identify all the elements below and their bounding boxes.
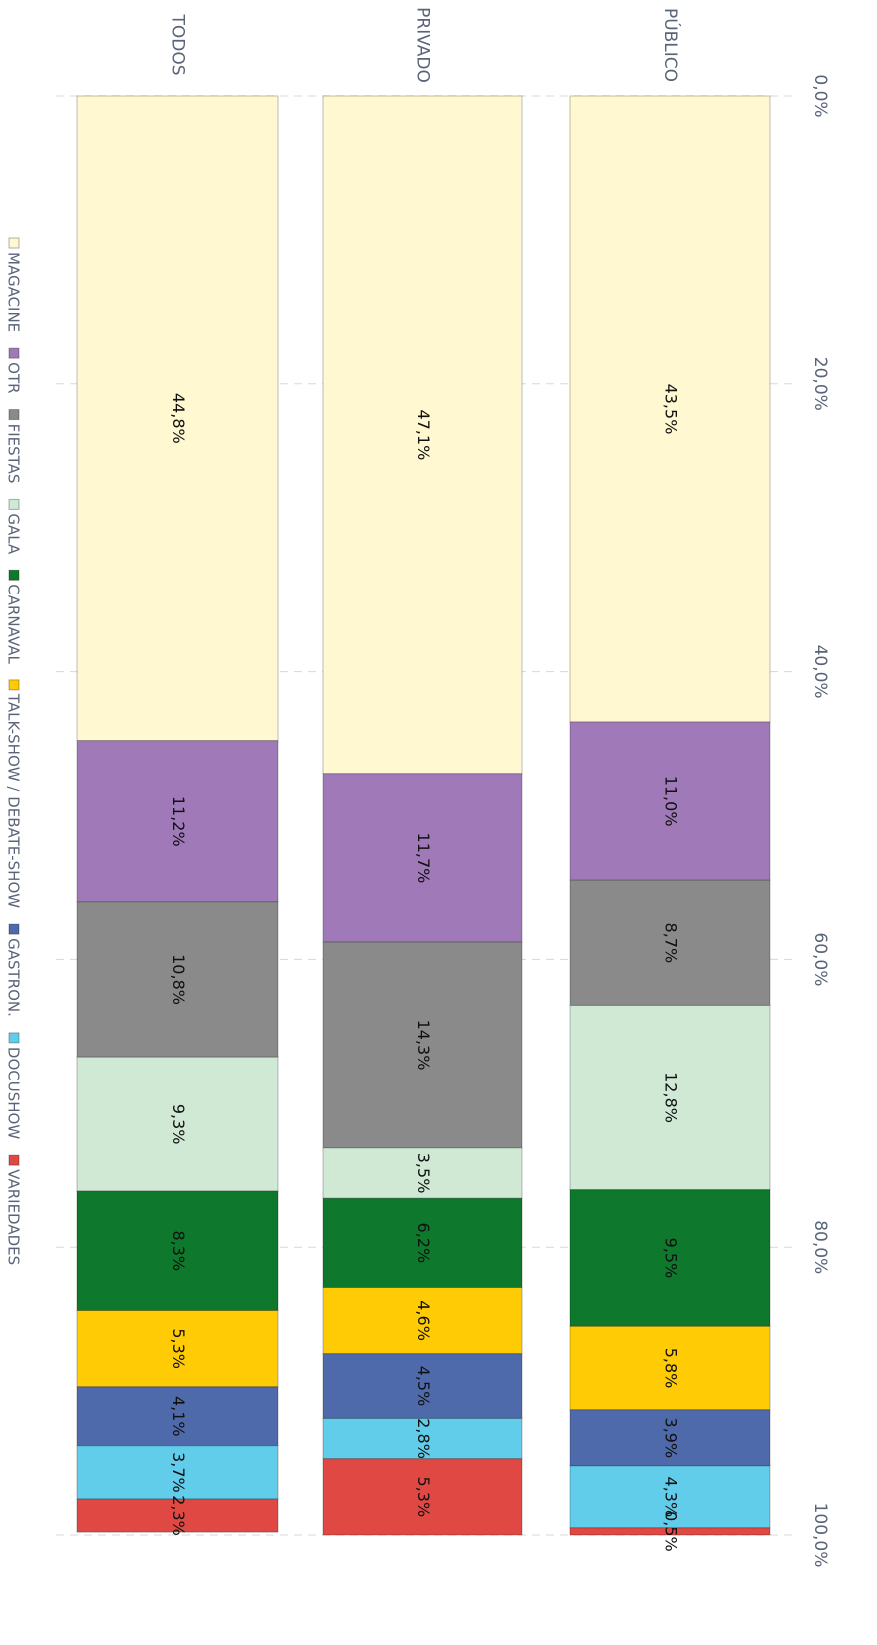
category-label: PRIVADO <box>413 7 433 83</box>
legend-swatch <box>8 347 20 359</box>
x-tick-label: 100,0% <box>810 1503 830 1568</box>
data-label: 9,5% <box>662 1238 681 1279</box>
legend-swatch <box>8 569 20 581</box>
legend-swatch <box>8 409 20 421</box>
data-label: 3,7% <box>169 1452 188 1493</box>
data-label: 47,1% <box>414 409 433 460</box>
legend-label: GASTRON. <box>5 938 23 1017</box>
legend-label: VARIEDADES <box>5 1169 23 1265</box>
data-label: 4,6% <box>414 1300 433 1341</box>
legend-label: MAGACINE <box>5 252 23 332</box>
plot-area: 0,0% 20,0% 40,0% 60,0% 80,0% 100,0% PÚBLICO 43,… <box>5 7 831 1567</box>
category-label: PÚBLICO <box>660 8 682 82</box>
data-label: 11,7% <box>414 833 433 884</box>
data-label: 2,8% <box>414 1418 433 1459</box>
data-label: 0,5% <box>662 1511 681 1552</box>
data-label: 2,3% <box>169 1495 188 1536</box>
data-label: 3,5% <box>414 1153 433 1194</box>
legend-swatch <box>8 237 20 249</box>
bar-segment <box>322 1286 523 1355</box>
legend-swatch <box>8 1032 20 1044</box>
data-label: 11,0% <box>662 776 681 827</box>
data-label: 14,3% <box>414 1020 433 1071</box>
legend-swatch <box>8 498 20 510</box>
data-label: 9,3% <box>169 1104 188 1145</box>
data-label: 4,3% <box>662 1477 681 1518</box>
bar-segment <box>322 773 523 943</box>
legend-label: GALA <box>5 513 23 555</box>
bar-segment <box>76 740 279 903</box>
legend-swatch <box>8 923 20 935</box>
legend-label: CARNAVAL <box>5 584 23 664</box>
data-label: 10,8% <box>169 954 188 1005</box>
data-label: 5,3% <box>414 1477 433 1518</box>
x-tick-label: 40,0% <box>810 645 830 699</box>
data-label: 12,8% <box>662 1072 681 1123</box>
bar-segment <box>76 1498 279 1533</box>
x-tick-label: 60,0% <box>810 932 830 986</box>
data-label: 5,3% <box>169 1328 188 1369</box>
legend-label: DOCUSHOW <box>5 1047 23 1139</box>
data-label: 5,8% <box>662 1348 681 1389</box>
data-label: 8,7% <box>662 923 681 964</box>
data-label: 43,5% <box>662 384 681 435</box>
bar-segment <box>569 1527 771 1536</box>
bar-segment <box>322 1458 523 1536</box>
data-label: 4,5% <box>414 1366 433 1407</box>
legend-label: TALK-SHOW / DEBATE-SHOW <box>5 693 23 908</box>
data-label: 44,8% <box>169 393 188 444</box>
data-label: 4,1% <box>169 1396 188 1437</box>
data-label: 6,2% <box>414 1223 433 1264</box>
bar-segment <box>569 1465 771 1529</box>
legend-label: FIESTAS <box>5 424 23 484</box>
legend-swatch <box>8 1154 20 1166</box>
data-label: 8,3% <box>169 1230 188 1271</box>
legend-label: OTR <box>5 362 23 393</box>
x-tick-label: 0,0% <box>810 74 830 117</box>
legend-swatch <box>8 679 20 691</box>
data-label: 11,2% <box>169 796 188 847</box>
x-tick-label: 80,0% <box>810 1220 830 1274</box>
data-label: 3,9% <box>662 1418 681 1459</box>
x-tick-label: 20,0% <box>810 357 830 411</box>
category-label: TODOS <box>168 13 188 75</box>
